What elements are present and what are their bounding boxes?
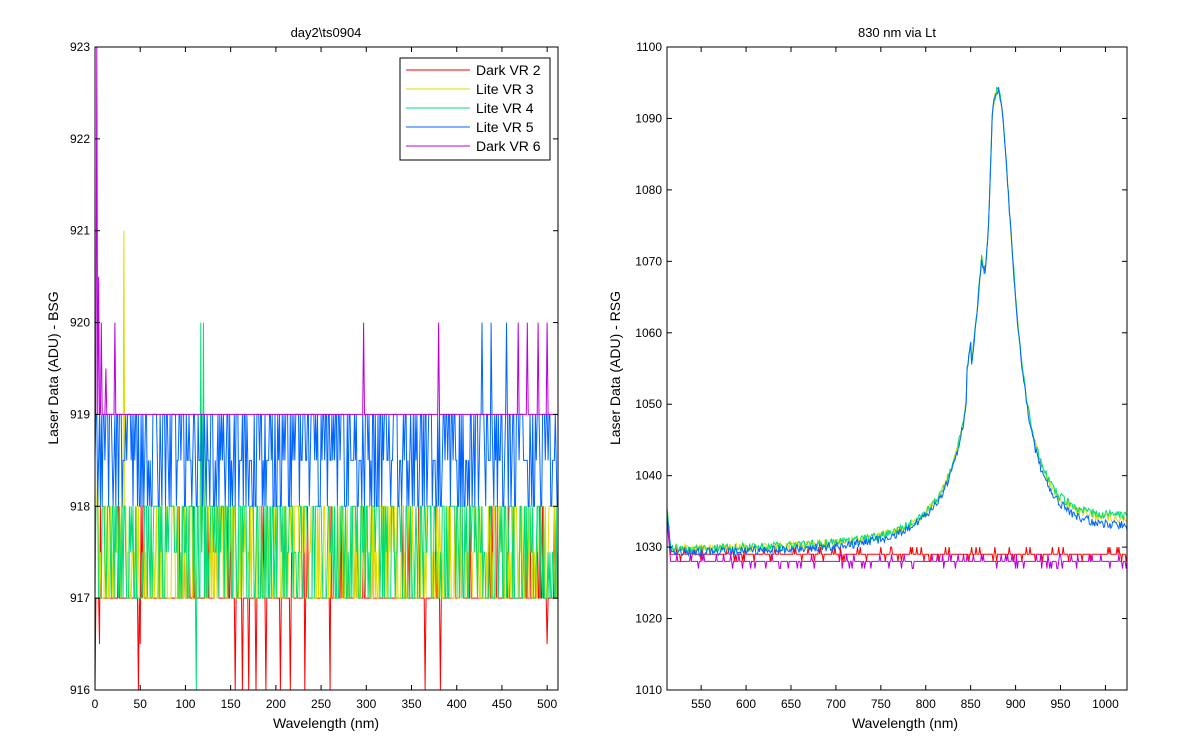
right-y-tick-label: 1050 [635, 397, 662, 411]
legend-box [399, 57, 551, 161]
left-chart-title: day2\ts0904 [291, 25, 362, 40]
left-axes-box [94, 46, 559, 691]
left-y-tick-label: 916 [70, 683, 90, 697]
left-x-tick-label: 350 [401, 697, 421, 711]
right-ticks-group: 550 600 650 700 750 800 850 900 950 1000 1010 1020 1… [635, 40, 1127, 711]
right-x-tick-label: 750 [871, 697, 891, 711]
left-x-tick-label: 500 [537, 697, 557, 711]
left-x-tick-label: 50 [134, 697, 148, 711]
left-x-tick-label: 200 [266, 697, 286, 711]
right-x-tick-label: 1000 [1092, 697, 1119, 711]
right-axes-box [666, 46, 1128, 691]
right-y-tick-label: 1040 [635, 469, 662, 483]
left-ticks-group: 0 50 100 150 200 250 300 350 400 450 500 916 917 918 9… [70, 40, 558, 711]
right-x-tick-label: 650 [781, 697, 801, 711]
left-x-tick-label: 450 [492, 697, 512, 711]
right-y-tick-label: 1020 [635, 612, 662, 626]
right-x-tick-label: 950 [1051, 697, 1071, 711]
left-y-tick-label: 918 [70, 499, 90, 513]
legend-entry-5: Dark VR 6 [476, 138, 541, 154]
right-series-group [667, 86, 1127, 569]
legend: Dark VR 2 Lite VR 3 Lite VR 4 Lite VR 5 Dark… [399, 57, 551, 161]
left-y-tick-label: 920 [70, 316, 90, 330]
legend-entry-1: Dark VR 2 [476, 62, 541, 78]
left-y-tick-label: 922 [70, 132, 90, 146]
legend-entry-3: Lite VR 4 [476, 100, 534, 116]
left-series-line-5 [95, 47, 558, 415]
left-series-line-3 [95, 322, 558, 690]
right-x-tick-label: 800 [916, 697, 936, 711]
left-x-tick-label: 0 [92, 697, 99, 711]
left-y-axis-label: Laser Data (ADU) - BSG [45, 291, 61, 444]
right-y-tick-label: 1030 [635, 540, 662, 554]
right-y-axis-label: Laser Data (ADU) - RSG [607, 291, 623, 445]
left-chart-panel: 0 50 100 150 200 250 300 350 400 450 500 916 917 918 9… [45, 25, 559, 731]
right-x-tick-label: 550 [691, 697, 711, 711]
right-chart-panel: 550 600 650 700 750 800 850 900 950 1000 1010 1020 1… [607, 25, 1128, 731]
right-x-tick-label: 850 [961, 697, 981, 711]
right-y-tick-label: 1080 [635, 183, 662, 197]
right-x-tick-label: 600 [736, 697, 756, 711]
left-x-tick-label: 400 [447, 697, 467, 711]
left-y-tick-label: 923 [70, 40, 90, 54]
left-y-tick-label: 917 [70, 591, 90, 605]
left-x-tick-label: 150 [221, 697, 241, 711]
right-x-axis-label: Wavelength (nm) [852, 715, 958, 731]
right-y-tick-label: 1070 [635, 254, 662, 268]
right-series-line-4 [667, 87, 1127, 558]
right-x-tick-label: 700 [826, 697, 846, 711]
right-y-tick-label: 1010 [635, 683, 662, 697]
left-x-tick-label: 300 [356, 697, 376, 711]
left-y-tick-label: 921 [70, 224, 90, 238]
right-plot-area [667, 47, 1127, 690]
right-y-tick-label: 1100 [636, 40, 662, 54]
right-series-line-1 [667, 511, 1127, 562]
right-x-tick-label: 900 [1006, 697, 1026, 711]
left-y-tick-label: 919 [70, 407, 90, 421]
legend-entry-2: Lite VR 3 [476, 81, 534, 97]
legend-entry-4: Lite VR 5 [476, 119, 534, 135]
right-y-tick-label: 1090 [635, 111, 662, 125]
left-series-group [95, 47, 558, 690]
left-x-tick-label: 250 [311, 697, 331, 711]
right-series-line-3 [667, 86, 1127, 554]
right-chart-title: 830 nm via Lt [858, 25, 936, 40]
right-y-tick-label: 1060 [635, 326, 662, 340]
right-series-line-5 [667, 518, 1127, 569]
left-x-tick-label: 100 [175, 697, 195, 711]
left-x-axis-label: Wavelength (nm) [273, 715, 379, 731]
